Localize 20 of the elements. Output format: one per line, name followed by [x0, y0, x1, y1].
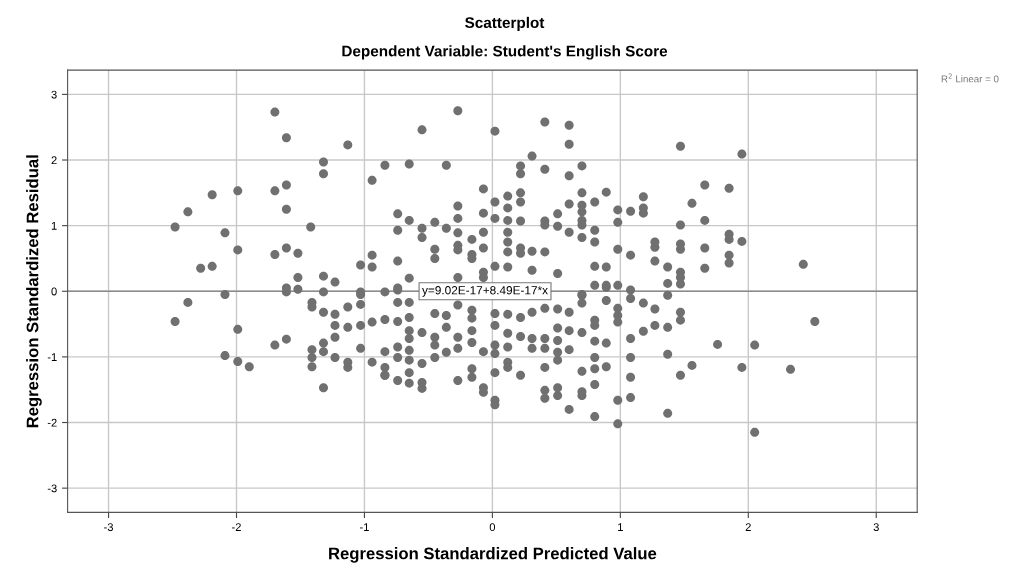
x-tick-label: -1: [360, 523, 369, 531]
y-axis-title: Regression Standardized Residual: [26, 155, 42, 428]
y-tick-label: 3: [51, 90, 57, 99]
x-tick-label: 1: [618, 523, 623, 531]
x-axis-title: Regression Standardized Predicted Value: [329, 547, 657, 563]
chart-subtitle: Dependent Variable: Student's English Score: [342, 45, 668, 60]
y-tick-label: 1: [51, 222, 57, 230]
x-tick-label: 2: [745, 523, 751, 531]
annotation: y=9.02E-17+8.49E-17*x: [422, 286, 548, 297]
x-tick-label: -2: [232, 523, 241, 531]
text: R$^{2}$ Linear = 0: [941, 73, 999, 83]
y-tick-label: -1: [47, 353, 57, 361]
x-tick-label: 3: [873, 523, 879, 532]
y-tick-label: -3: [47, 484, 57, 493]
y-tick-label: 0: [51, 287, 57, 296]
x-tick-label: 0: [489, 523, 496, 532]
y-tick-label: -2: [47, 418, 57, 427]
x-tick-label: -3: [104, 523, 113, 532]
y-tick-label: 2: [51, 156, 57, 165]
chart-title: Scatterplot: [465, 16, 545, 32]
